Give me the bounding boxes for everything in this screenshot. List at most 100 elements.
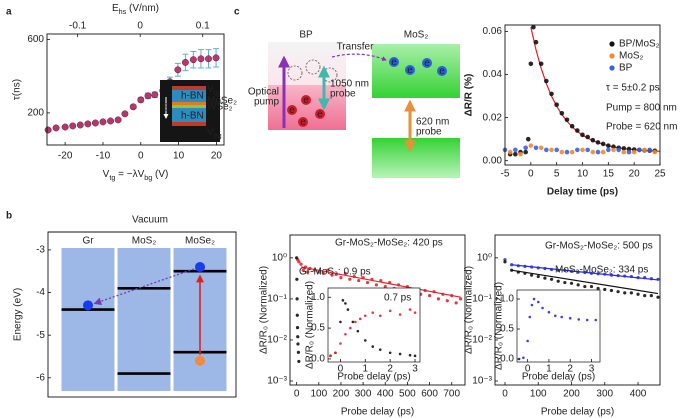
legend-label: BP <box>619 63 633 74</box>
carrier-label: e <box>391 57 397 68</box>
carrier-label: e <box>289 105 295 116</box>
x-tick-label: 15 <box>603 169 615 180</box>
data-point <box>295 277 299 281</box>
data-point <box>530 303 534 307</box>
device-label: h-BN <box>181 91 204 102</box>
x-tick-label: 0 <box>502 389 508 400</box>
x2-tick-label: 0.1 <box>196 21 210 32</box>
data-point <box>151 91 159 99</box>
plot-frame <box>494 234 661 386</box>
data-point <box>609 273 614 277</box>
data-point <box>84 120 92 128</box>
data-point <box>590 137 596 143</box>
data-point <box>532 297 536 301</box>
x-tick-label: 600 <box>421 389 438 400</box>
plot-frame <box>46 33 225 146</box>
y-axis-title: ΔR/R₀ (Normalized) <box>464 266 475 354</box>
y-tick-label: 0.00 <box>483 155 503 166</box>
data-point <box>129 103 137 111</box>
text-segment: hs <box>119 7 127 16</box>
x-tick-label: 0 <box>525 364 531 375</box>
data-point <box>388 351 392 355</box>
data-point <box>523 145 528 151</box>
data-point <box>556 268 560 272</box>
data-point <box>643 276 647 280</box>
plot-frame <box>327 287 421 363</box>
y-tick-label: 10⁻³ <box>472 376 492 387</box>
carrier-blue <box>389 57 399 67</box>
x-tick-label: 3 <box>589 364 595 375</box>
data-point <box>308 266 312 271</box>
data-point <box>296 342 300 346</box>
data-point <box>114 116 122 124</box>
data-point <box>549 267 554 272</box>
data-point <box>595 140 601 145</box>
data-point <box>413 311 417 314</box>
data-point <box>351 320 355 324</box>
data-point <box>137 96 145 104</box>
x2-axis-title: Ehs (V/nm) <box>112 3 159 17</box>
panel-letter: c <box>234 7 240 18</box>
annotation: τ = 5±0.2 ps <box>606 83 660 94</box>
data-point <box>609 288 614 293</box>
device-label: h-BN <box>181 111 204 122</box>
data-point <box>363 314 367 318</box>
text-segment: bg <box>144 173 152 182</box>
column-label: MoSe₂ <box>185 236 215 247</box>
data-point <box>526 339 529 343</box>
y-tick-label: 10⁻¹ <box>267 294 287 305</box>
x-axis-title: Probe delay (ps) <box>541 407 614 418</box>
data-point <box>656 277 660 281</box>
data-point <box>354 320 357 324</box>
y-tick-label: 0.0 <box>311 354 325 365</box>
bottom-gate <box>172 122 206 126</box>
text-segment: V <box>207 127 214 138</box>
data-point <box>107 117 114 125</box>
text-segment: (V/nm) <box>126 3 159 14</box>
data-point <box>595 149 601 155</box>
data-point <box>569 123 575 129</box>
data-point <box>297 260 301 264</box>
legend-label: BP/MoS₂ <box>619 39 660 50</box>
data-point <box>652 149 658 155</box>
carrier-red <box>315 109 325 119</box>
data-point <box>528 143 534 148</box>
data-point <box>339 342 342 345</box>
data-point <box>549 147 554 153</box>
y-axis-title: ΔR/R (%) <box>464 74 475 117</box>
data-point <box>590 149 596 155</box>
y-tick-label: 10⁰ <box>477 252 492 263</box>
y-axis-title: ΔR/R₀ (Normalized) <box>259 266 270 354</box>
y-tick-label: 1.0 <box>311 292 325 303</box>
x-tick-label: 25 <box>654 169 666 180</box>
data-point <box>513 147 518 153</box>
data-point <box>611 144 616 149</box>
schematic-label: probe <box>330 89 356 100</box>
data-point <box>427 294 432 298</box>
bottom-hbn <box>172 108 206 122</box>
text-segment: V <box>103 169 110 180</box>
data-point <box>329 354 332 358</box>
x-tick-label: 0 <box>294 389 300 400</box>
text-segment: E <box>112 3 119 14</box>
data-point <box>378 348 382 351</box>
data-point <box>563 280 567 285</box>
y-axis-title: τ(ns) <box>12 79 23 100</box>
data-point <box>549 91 554 97</box>
x-tick-label: 20 <box>629 169 641 180</box>
fit-line <box>511 269 659 295</box>
plot-frame <box>289 234 466 386</box>
data-point <box>295 313 299 317</box>
data-point <box>341 299 345 302</box>
data-point <box>450 294 454 298</box>
y-tick-label: 0.04 <box>483 69 503 80</box>
y-tick-label: 10⁻² <box>267 335 287 346</box>
data-point <box>321 271 325 275</box>
data-point <box>312 268 316 272</box>
data-point <box>529 273 534 277</box>
y-tick-label: 1.0 <box>500 294 514 305</box>
data-point <box>121 110 129 118</box>
data-point <box>44 126 52 134</box>
x-tick-label: 100 <box>530 389 547 400</box>
